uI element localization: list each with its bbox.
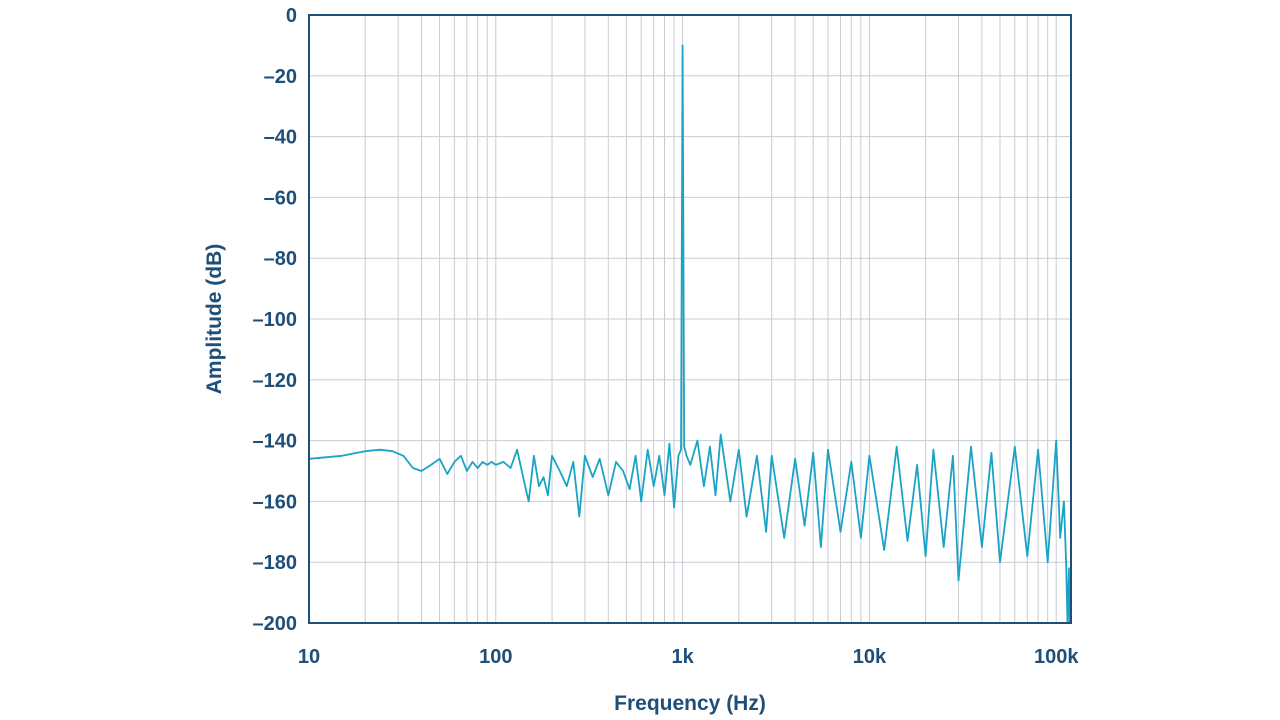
x-tick-labels: 10 100 1k 10k 100k [298,646,1079,668]
y-tick-label: –160 [253,491,298,513]
x-tick-label: 100k [1034,646,1079,668]
y-tick-label: –60 [264,187,297,209]
plot-frame [308,14,1072,624]
x-tick-label: 1k [671,646,694,668]
y-tick-label: –100 [253,309,298,331]
y-tick-label: –200 [253,613,298,635]
series-line [308,44,1071,624]
y-tick-label: –20 [264,66,297,88]
y-axis-title: Amplitude (dB) [203,244,226,394]
y-tick-label: –120 [253,370,298,392]
y-tick-labels: 0 –20 –40 –60 –80 –100 –120 –140 –160 –180 –200 [253,5,298,635]
x-tick-label: 10 [298,646,320,668]
x-axis-title: Frequency (Hz) [614,692,766,715]
y-tick-label: –80 [264,248,297,270]
y-tick-label: –180 [253,552,298,574]
x-tick-label: 100 [479,646,512,668]
y-tick-label: 0 [286,5,297,27]
y-tick-label: –140 [253,431,298,453]
x-tick-label: 10k [853,646,887,668]
y-tick-label: –40 [264,127,297,149]
series-layer [308,44,1071,624]
